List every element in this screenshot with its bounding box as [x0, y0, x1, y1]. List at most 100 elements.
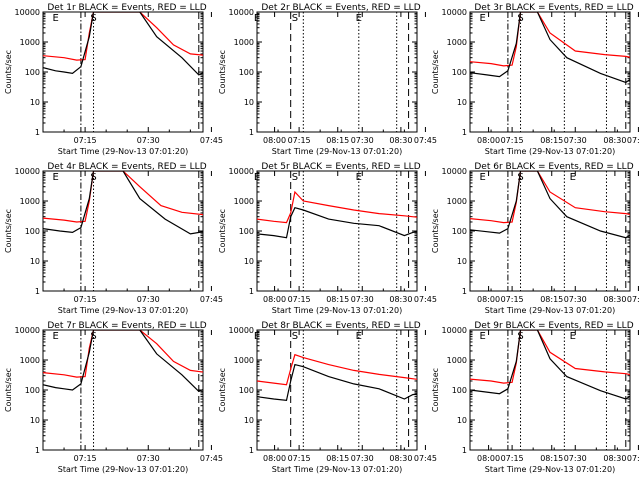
x-tick-label: 08:30 — [603, 295, 626, 304]
x-tick-label: 08:00 — [477, 295, 500, 304]
events-series-line — [470, 330, 630, 400]
x-tick-label: 08:15 — [326, 295, 349, 304]
y-tick-label: 1000 — [234, 356, 254, 365]
x-tick-label: 07:15 — [288, 295, 311, 304]
panel-title: Det 2r BLACK = Events, RED = LLD — [261, 3, 420, 13]
panel-title: Det 7r BLACK = Events, RED = LLD — [47, 321, 206, 331]
x-tick-label: 07:15 — [288, 454, 311, 463]
marker-label: E — [52, 172, 58, 183]
x-tick-label: 07:30 — [564, 295, 587, 304]
x-tick-label: 08:30 — [389, 136, 412, 145]
x-tick-label: 07:30 — [351, 136, 374, 145]
panel-det-4: Det 4r BLACK = Events, RED = LLD11010010… — [4, 162, 412, 315]
y-tick-label: 100 — [239, 68, 254, 77]
panel-det-9: Det 9r BLACK = Events, RED = LLD 1 10 100 10… — [431, 321, 640, 474]
x-tick-label: 08:30 — [603, 136, 626, 145]
x-tick-label: 07:45 — [414, 295, 437, 304]
y-axis-label: Counts/sec — [4, 50, 13, 94]
y-axis-label: Counts/sec — [4, 368, 13, 412]
lld-series-line — [43, 12, 203, 61]
y-tick-label: 1000 — [447, 356, 467, 365]
x-axis-label: Start Time (29-Nov-13 07:01:20) — [58, 147, 188, 156]
marker-label: E — [254, 331, 260, 342]
marker-label: S — [292, 172, 298, 183]
y-tick-label: 10000 — [15, 8, 40, 17]
lld-series-line — [257, 353, 417, 386]
x-tick-label: 07:15 — [501, 136, 524, 145]
y-tick-label: 1 — [35, 128, 40, 137]
x-tick-label: 07:15 — [288, 136, 311, 145]
plot-frame — [256, 329, 418, 451]
y-tick-label: 1 — [249, 128, 254, 137]
panel-title: Det 6r BLACK = Events, RED = LLD — [474, 162, 633, 172]
x-tick-label: 08:15 — [540, 136, 563, 145]
panel-title: Det 1r BLACK = Events, RED = LLD — [47, 3, 206, 13]
y-tick-label: 1 — [249, 287, 254, 296]
y-tick-label: 10000 — [442, 167, 467, 176]
y-tick-label: 1000 — [447, 197, 467, 206]
events-series-line — [470, 12, 630, 84]
x-tick-label: 08:00 — [263, 136, 286, 145]
marker-label: E — [52, 331, 58, 342]
y-tick-label: 10 — [30, 416, 40, 425]
y-tick-label: 1000 — [20, 356, 40, 365]
x-axis-label: Start Time (29-Nov-13 07:01:20) — [272, 147, 402, 156]
events-series-line — [257, 206, 417, 239]
y-tick-label: 10 — [457, 257, 467, 266]
x-tick-label: 07:30 — [351, 295, 374, 304]
events-series-line — [43, 12, 203, 76]
x-tick-label: 07:15 — [74, 454, 97, 463]
y-tick-label: 10 — [244, 98, 254, 107]
y-tick-label: 100 — [452, 227, 467, 236]
y-axis-label: Counts/sec — [218, 50, 227, 94]
plot-frame — [42, 329, 204, 451]
y-tick-label: 100 — [239, 227, 254, 236]
x-tick-label: 07:15 — [74, 136, 97, 145]
x-tick-label: 07:45 — [200, 295, 223, 304]
x-tick-label: 08:15 — [540, 295, 563, 304]
x-tick-label: 07:15 — [74, 295, 97, 304]
marker-label: E — [356, 331, 362, 342]
y-axis-label: Counts/sec — [218, 209, 227, 253]
marker-label: E — [254, 172, 260, 183]
x-tick-label: 07:30 — [564, 136, 587, 145]
x-axis-label: Start Time (29-Nov-13 07:01:20) — [272, 306, 402, 315]
y-tick-label: 1000 — [447, 38, 467, 47]
panel-title: Det 3r BLACK = Events, RED = LLD — [474, 3, 633, 13]
marker-label: S — [517, 172, 523, 183]
y-tick-label: 1000 — [234, 38, 254, 47]
y-tick-label: 1 — [35, 446, 40, 455]
marker-label: S — [517, 13, 523, 24]
lld-series-line — [257, 190, 417, 224]
y-tick-label: 10000 — [442, 326, 467, 335]
y-tick-label: 100 — [25, 386, 40, 395]
x-tick-label: 07:45 — [414, 136, 437, 145]
y-tick-label: 1 — [462, 128, 467, 137]
panel-det-6: Det 6r BLACK = Events, RED = LLD 1 10 100 10… — [431, 162, 640, 315]
y-axis-label: Counts/sec — [431, 50, 440, 94]
x-tick-label: 08:00 — [477, 454, 500, 463]
panel-title: Det 4r BLACK = Events, RED = LLD — [47, 162, 206, 172]
panel-title: Det 5r BLACK = Events, RED = LLD — [261, 162, 420, 172]
y-tick-label: 10000 — [442, 8, 467, 17]
x-tick-label: 08:15 — [326, 136, 349, 145]
x-tick-label: 08:30 — [389, 454, 412, 463]
panel-det-1: Det 1r BLACK = Events, RED = LLD11010010… — [4, 3, 412, 156]
y-tick-label: 1 — [462, 287, 467, 296]
plot-frame — [42, 170, 204, 292]
y-tick-label: 10 — [30, 257, 40, 266]
marker-label: E — [570, 331, 576, 342]
events-series-line — [43, 171, 203, 235]
panel-det-8: Det 8r BLACK = Events, RED = LLD11010010… — [218, 321, 626, 474]
y-axis-label: Counts/sec — [431, 368, 440, 412]
panel-det-5: Det 5r BLACK = Events, RED = LLD11010010… — [218, 162, 626, 315]
lld-series-line — [470, 330, 630, 384]
y-axis-label: Counts/sec — [218, 368, 227, 412]
x-tick-label: 07:45 — [200, 136, 223, 145]
marker-label: S — [517, 331, 523, 342]
y-tick-label: 10000 — [229, 8, 254, 17]
y-tick-label: 10000 — [15, 326, 40, 335]
y-tick-label: 100 — [25, 68, 40, 77]
marker-label: E — [254, 13, 260, 24]
